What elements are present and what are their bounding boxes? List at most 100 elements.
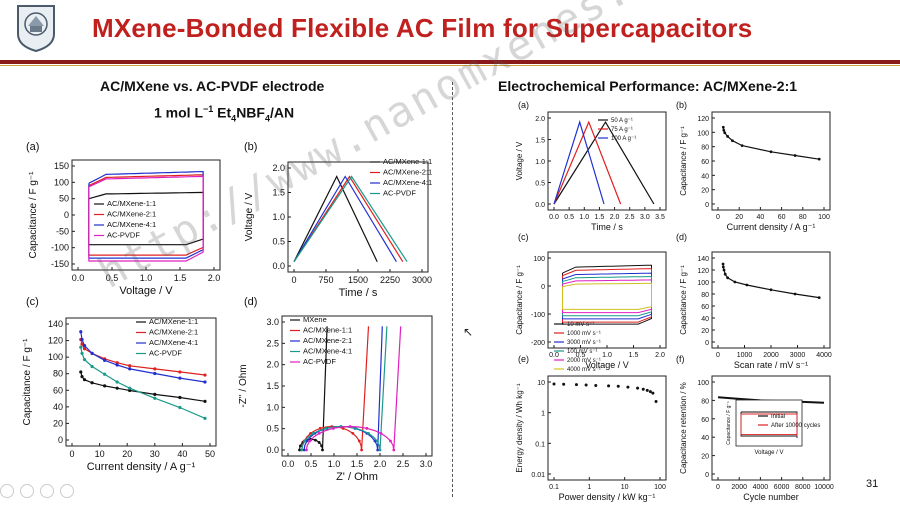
inset-cv-curve <box>740 411 798 438</box>
zoom-icon[interactable] <box>60 484 74 498</box>
ragone-point <box>651 391 655 395</box>
y-tick-label-a: 150 <box>54 161 69 171</box>
nyquist-point <box>318 426 322 430</box>
scanrate-point <box>722 268 726 272</box>
y-axis-label-a: Capacitance / F g⁻¹ <box>28 171 39 259</box>
plot-frame-rb <box>711 111 831 211</box>
capacitance-point <box>726 135 730 138</box>
rate-point <box>82 344 87 348</box>
panel-label-ra: (a) <box>518 100 529 110</box>
x-tick-label-a: 1.0 <box>140 273 153 283</box>
x-tick-label-rd: 1000 <box>737 352 753 359</box>
y-tick-label-re: 0.01 <box>531 472 545 479</box>
y-tick-label-d: 0.5 <box>266 424 279 434</box>
nyquist-point <box>317 432 321 435</box>
x-tick-label-re: 0.1 <box>549 484 559 491</box>
x-tick-label-d: 0.5 <box>305 459 318 469</box>
legend-label-rc: 2000 mV s⁻¹ <box>567 358 601 364</box>
y-tick-label-rd: 80 <box>701 292 709 299</box>
scanrate-point <box>733 280 737 284</box>
cv-curve-right <box>562 282 652 310</box>
plot-frame-re <box>547 375 667 481</box>
cv-curve-right <box>562 264 652 325</box>
rate-point <box>128 367 132 371</box>
rate-point <box>103 358 107 362</box>
x-tick-label-d: 2.5 <box>397 459 410 469</box>
y-tick-label-b: 0.5 <box>272 237 285 247</box>
x-tick-label-a: 2.0 <box>208 273 221 283</box>
legend-label-rc: 1000 mV s⁻¹ <box>567 331 601 337</box>
x-axis-label-d: Z' / Ohm <box>336 471 378 483</box>
y-tick-label-b: 1.5 <box>272 188 285 198</box>
x-tick-label-rd: 2000 <box>763 352 779 359</box>
x-tick-label-c: 50 <box>205 449 215 459</box>
next-icon[interactable] <box>20 484 34 498</box>
panel-label-rd: (d) <box>676 232 687 242</box>
x-tick-label-c: 30 <box>150 449 160 459</box>
nyquist-point <box>314 438 317 442</box>
y-tick-label-rb: 0 <box>705 202 709 209</box>
legend-label-a: AC-PVDF <box>107 231 140 240</box>
prev-icon[interactable] <box>0 484 14 498</box>
legend-label-b: AC/MXene-4:1 <box>383 178 432 187</box>
x-tick-label-rb: 60 <box>778 214 786 221</box>
y-tick-label-rd: 40 <box>701 316 709 323</box>
x-axis-label-a: Voltage / V <box>119 285 173 297</box>
x-tick-label-rf: 6000 <box>774 484 790 491</box>
pen-icon[interactable] <box>40 484 54 498</box>
electrolyte-part-a: 1 mol L <box>154 104 204 121</box>
legend-label-b: AC/MXene-2:1 <box>383 168 432 177</box>
rate-point <box>153 371 157 376</box>
y-tick-label-d: 2.5 <box>266 338 279 348</box>
capacitance-point <box>769 150 773 154</box>
x-tick-label-d: 0.0 <box>282 459 295 469</box>
rate-point <box>79 370 83 374</box>
y-tick-label-ra: 1.0 <box>535 159 545 166</box>
y-tick-label-c: 80 <box>53 369 63 379</box>
y-axis-label-re: Energy density / Wh kg⁻¹ <box>515 383 524 472</box>
legend-label-c: AC/MXene-4:1 <box>149 338 198 347</box>
y-tick-label-d: 1.5 <box>266 381 279 391</box>
x-tick-label-c: 0 <box>69 449 74 459</box>
y-tick-label-ra: 1.5 <box>535 138 545 145</box>
rate-point <box>115 380 119 384</box>
rate-curve <box>80 347 206 419</box>
x-tick-label-a: 0.5 <box>106 273 119 283</box>
inset-frame <box>735 399 803 447</box>
ragone-point <box>636 386 640 390</box>
legend-label-rc: 100 mV s⁻¹ <box>567 349 598 355</box>
ragone-point <box>641 387 645 391</box>
x-tick-label-rb: 80 <box>799 214 807 221</box>
y-tick-label-re: 0.1 <box>535 441 545 448</box>
gcd-curve-right <box>553 120 655 205</box>
scanrate-point <box>793 292 797 296</box>
nyquist-point <box>351 432 355 435</box>
nyquist-point <box>311 432 315 435</box>
nyquist-point <box>324 426 328 430</box>
legend-label-d: AC/MXene-1:1 <box>303 326 352 335</box>
y-axis-label-rc: Capacitance / F g⁻¹ <box>515 265 524 335</box>
x-tick-label-ra: 2.0 <box>610 214 620 221</box>
electrolyte-sub2: 4 <box>264 113 270 124</box>
legend-label-d: AC-PVDF <box>303 357 336 366</box>
plot-frame-c <box>65 317 217 447</box>
mouse-cursor-icon: ↖ <box>463 325 474 339</box>
nyquist-point <box>378 448 382 452</box>
scanrate-point <box>726 276 730 280</box>
page-number: 31 <box>866 478 879 490</box>
x-tick-label-a: 1.5 <box>174 273 187 283</box>
x-tick-label-rb: 20 <box>735 214 743 221</box>
nyquist-point <box>331 426 335 430</box>
rate-point <box>178 376 182 380</box>
rate-point <box>82 357 87 362</box>
slideshow-toolbar[interactable] <box>0 484 140 502</box>
x-tick-label-d: 1.0 <box>328 459 341 469</box>
y-axis-label-c: Capacitance / F g⁻¹ <box>22 338 33 426</box>
y-axis-label-ra: Voltage / V <box>515 141 524 180</box>
legend-label-d: AC/MXene-4:1 <box>303 347 352 356</box>
y-tick-label-b: 1.0 <box>272 212 285 222</box>
y-tick-label-rb: 120 <box>697 116 709 123</box>
nyquist-point <box>298 444 302 448</box>
left-heading-text: AC/MXene vs. AC-PVDF electrode <box>100 78 325 94</box>
ragone-point <box>616 384 620 388</box>
